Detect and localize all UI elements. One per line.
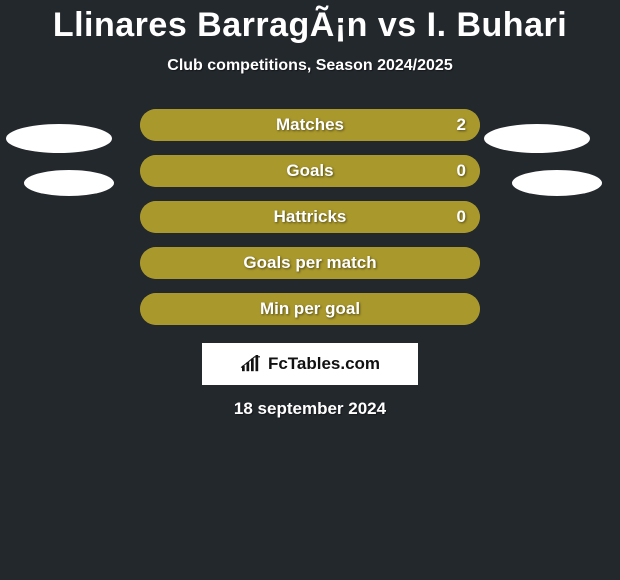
bar-chart-icon — [240, 355, 262, 373]
stat-bar: 2 Matches — [140, 109, 480, 141]
bar-fill-left — [140, 155, 310, 187]
stat-bar: 0 Goals — [140, 155, 480, 187]
stat-label: Goals — [286, 161, 333, 181]
player-ellipse — [6, 124, 112, 153]
stat-label: Min per goal — [260, 299, 360, 319]
stat-value-right: 2 — [457, 115, 466, 135]
footer-date: 18 september 2024 — [0, 399, 620, 419]
page-subtitle: Club competitions, Season 2024/2025 — [0, 57, 620, 75]
stat-row: Goals per match — [0, 247, 620, 279]
stat-value-right: 0 — [457, 207, 466, 227]
stat-bar: Goals per match — [140, 247, 480, 279]
stat-label: Hattricks — [274, 207, 347, 227]
stat-row: 0 Hattricks — [0, 201, 620, 233]
stat-value-right: 0 — [457, 161, 466, 181]
stat-label: Matches — [276, 115, 344, 135]
brand-label: FcTables.com — [268, 354, 380, 374]
player-ellipse — [24, 170, 114, 196]
stat-label: Goals per match — [243, 253, 376, 273]
stat-bar: 0 Hattricks — [140, 201, 480, 233]
page-title: Llinares BarragÃ¡n vs I. Buhari — [0, 0, 620, 45]
player-ellipse — [512, 170, 602, 196]
bar-fill-left — [140, 109, 293, 141]
player-ellipse — [484, 124, 590, 153]
stat-bar: Min per goal — [140, 293, 480, 325]
brand-footer: FcTables.com — [202, 343, 418, 385]
stat-row: Min per goal — [0, 293, 620, 325]
bar-fill-right — [310, 155, 480, 187]
